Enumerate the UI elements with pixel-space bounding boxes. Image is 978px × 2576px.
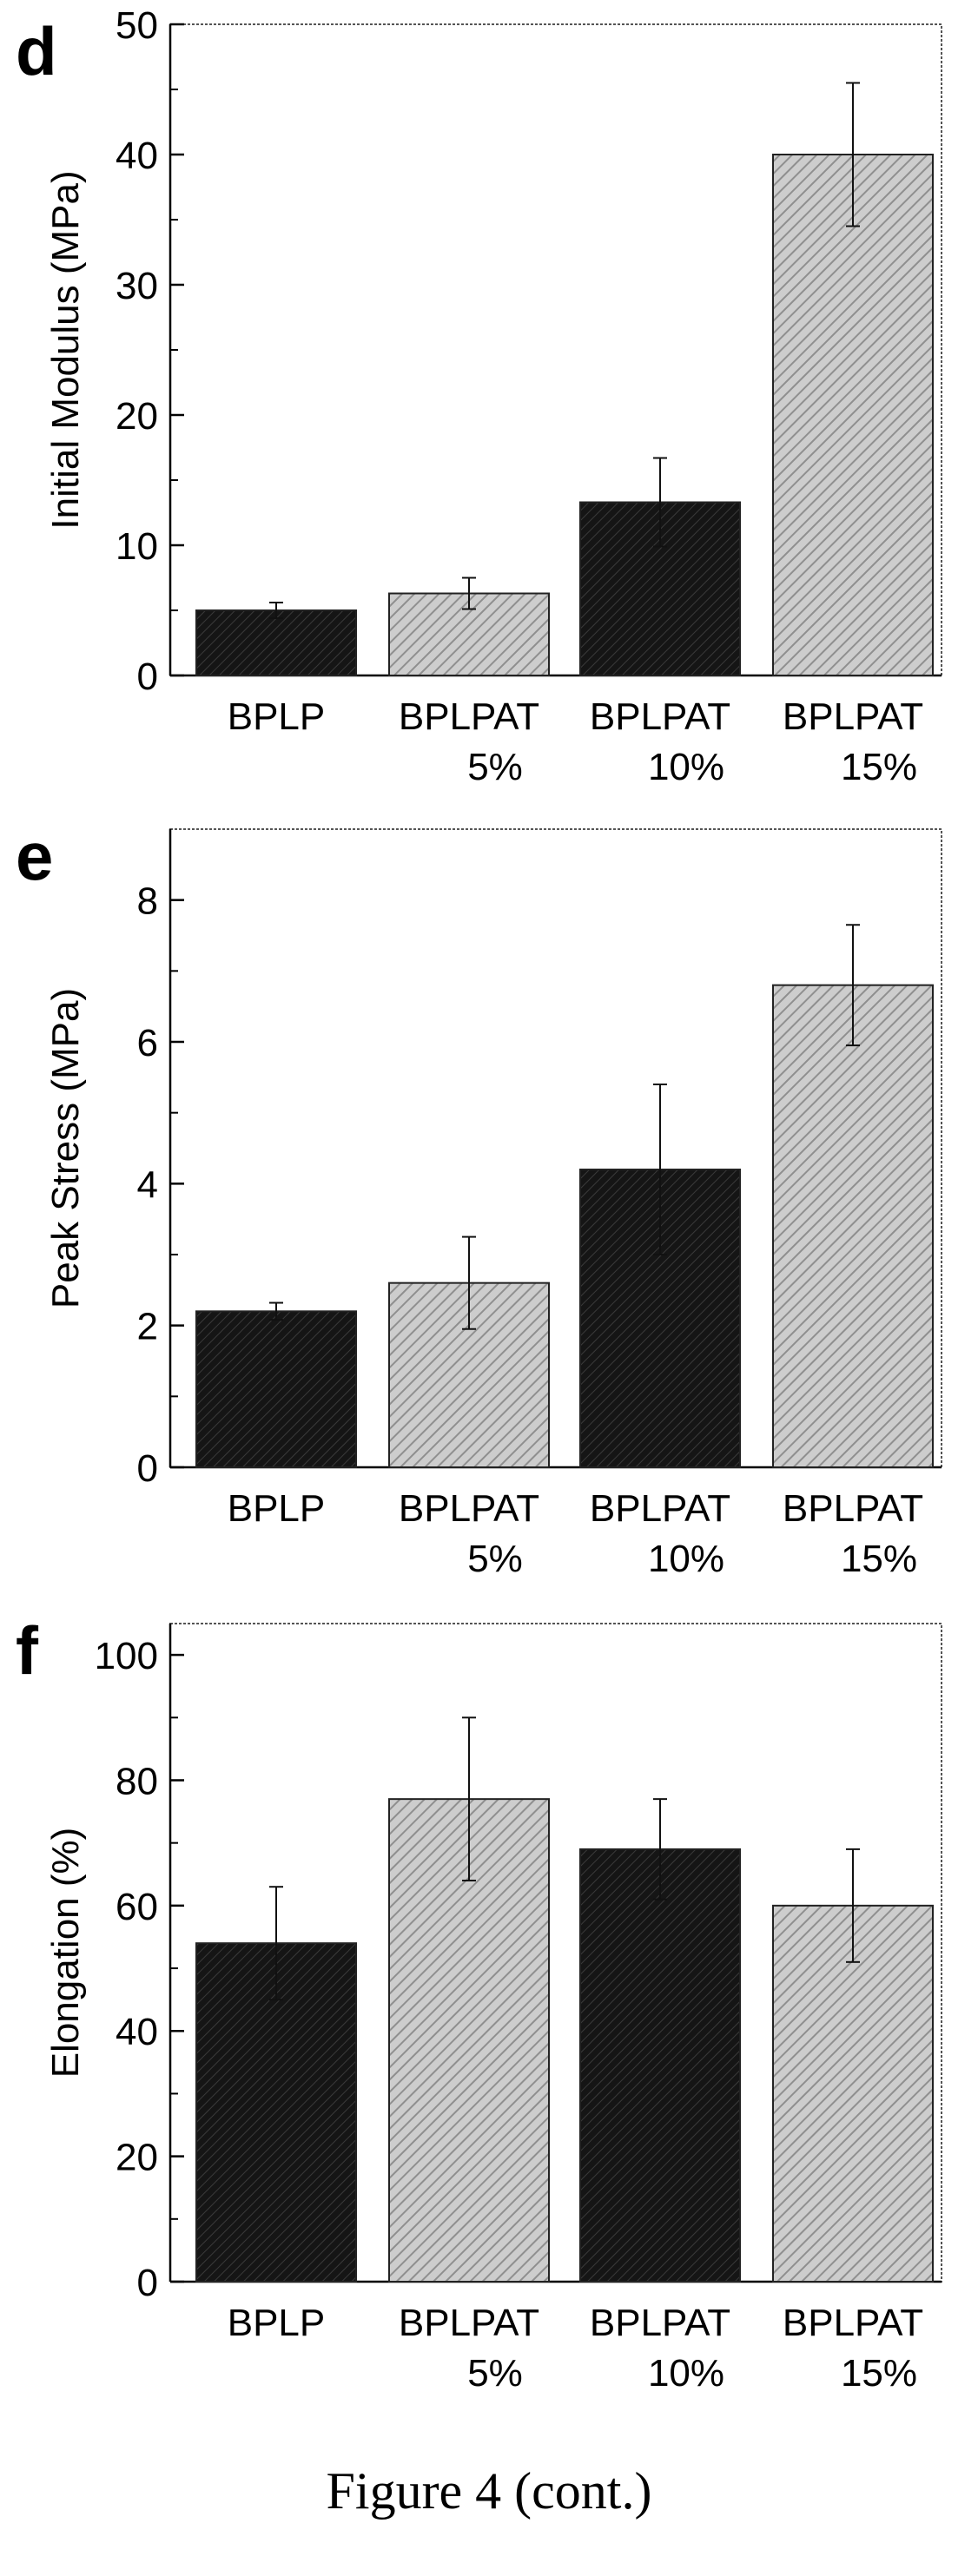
bar-4: [772, 984, 934, 1468]
y-tick-label: 20: [116, 395, 158, 438]
category-label: BPLP: [228, 2302, 326, 2344]
category-sublabel: 10%: [648, 1538, 724, 1580]
y-axis-label: Elongation (%): [44, 1828, 87, 2079]
category-label: BPLPAT: [783, 695, 923, 738]
bar-1: [195, 1310, 357, 1469]
y-tick-label: 0: [137, 656, 158, 698]
y-tick-label: 20: [116, 2137, 158, 2179]
category-label: BPLP: [228, 1487, 326, 1530]
y-tick-label: 2: [137, 1306, 158, 1348]
category-sublabel: 15%: [841, 2352, 917, 2395]
category-label: BPLPAT: [590, 2302, 730, 2344]
panel-label: f: [16, 1612, 39, 1689]
y-tick-label: 30: [116, 265, 158, 307]
bar-1: [195, 609, 357, 676]
category-sublabel: 5%: [467, 746, 523, 788]
category-label: BPLPAT: [399, 695, 539, 738]
y-axis-label: Initial Modulus (MPa): [44, 170, 87, 529]
category-label: BPLPAT: [783, 1487, 923, 1530]
panel-label: d: [16, 13, 57, 89]
y-tick-label: 0: [137, 1447, 158, 1490]
category-label: BPLP: [228, 695, 326, 738]
category-sublabel: 5%: [467, 2352, 523, 2395]
category-sublabel: 10%: [648, 746, 724, 788]
category-label: BPLPAT: [399, 1487, 539, 1530]
figure-caption: Figure 4 (cont.): [326, 2462, 652, 2520]
category-sublabel: 15%: [841, 1538, 917, 1580]
y-tick-label: 8: [137, 880, 158, 923]
y-tick-label: 60: [116, 1886, 158, 1928]
category-label: BPLPAT: [590, 695, 730, 738]
category-sublabel: 5%: [467, 1538, 523, 1580]
category-label: BPLPAT: [590, 1487, 730, 1530]
y-axis-label: Peak Stress (MPa): [44, 988, 87, 1308]
y-tick-label: 80: [116, 1760, 158, 1802]
y-tick-label: 50: [116, 4, 158, 47]
bar-3: [579, 1848, 741, 2283]
bar-3: [579, 1169, 741, 1468]
panel-label: e: [16, 818, 53, 894]
category-label: BPLPAT: [399, 2302, 539, 2344]
bar-4: [772, 154, 934, 676]
category-sublabel: 10%: [648, 2352, 724, 2395]
y-tick-label: 100: [95, 1635, 158, 1677]
y-tick-label: 40: [116, 2011, 158, 2053]
y-tick-label: 10: [116, 525, 158, 568]
y-tick-label: 0: [137, 2262, 158, 2304]
y-tick-label: 6: [137, 1022, 158, 1064]
y-tick-label: 40: [116, 135, 158, 177]
category-sublabel: 15%: [841, 746, 917, 788]
category-label: BPLPAT: [783, 2302, 923, 2344]
bar-4: [772, 1904, 934, 2283]
y-tick-label: 4: [137, 1163, 158, 1206]
